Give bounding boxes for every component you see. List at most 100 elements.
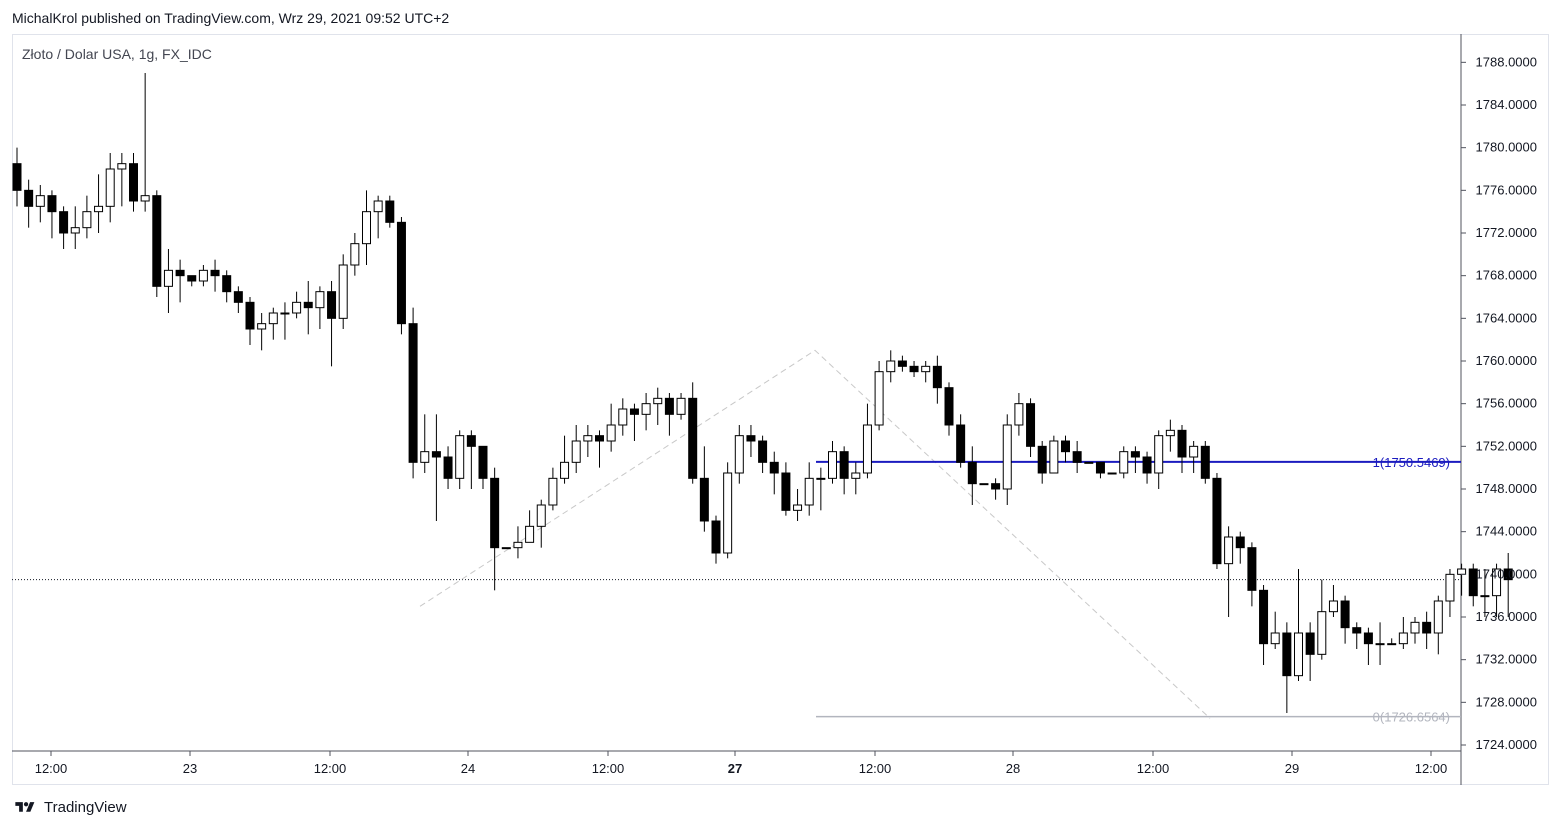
candle-body	[1177, 429, 1187, 458]
candle-body	[1002, 424, 1012, 490]
candle-body	[1492, 568, 1502, 597]
price-tick-label: 1768.0000	[1476, 268, 1537, 283]
candle	[315, 286, 325, 329]
candle-body	[1457, 568, 1467, 575]
candle-body	[210, 269, 220, 277]
candle-body	[571, 440, 581, 463]
candle	[420, 414, 430, 473]
candle-body	[12, 163, 22, 191]
candle-body	[1282, 632, 1292, 677]
candle	[396, 217, 406, 335]
candle	[571, 425, 581, 473]
candle-body	[24, 189, 34, 207]
candle	[1375, 622, 1385, 665]
candle-body	[466, 435, 476, 447]
time-tick-label: 28	[1006, 761, 1020, 776]
time-tick-label: 12:00	[1137, 761, 1170, 776]
candle	[1398, 617, 1408, 649]
candle	[734, 425, 744, 484]
fib-level-0-label: 0(1726.6564)	[1373, 710, 1450, 725]
candle	[1328, 585, 1338, 617]
time-axis[interactable]: 12:00 23 12:00 24 12:00 27 12:00 28 12:00 29 12:00	[35, 751, 1448, 776]
candle-body	[1387, 643, 1397, 646]
candle-body	[59, 211, 69, 234]
candle	[653, 387, 663, 425]
price-tick-label: 1788.0000	[1476, 54, 1537, 69]
candle	[327, 281, 337, 367]
publisher-line: MichalKrol published on TradingView.com,…	[12, 10, 450, 26]
candle-body	[1259, 589, 1269, 645]
candle	[1107, 472, 1117, 475]
candle	[816, 467, 826, 511]
candle	[711, 515, 721, 564]
footer-brand[interactable]: TradingView	[12, 799, 127, 816]
candle-body	[1200, 445, 1210, 479]
candle	[560, 435, 570, 484]
candle	[769, 451, 779, 495]
candle	[897, 355, 907, 372]
drawings-layer: 1(1750.5469) 0(1726.6564)	[12, 349, 1461, 725]
candle-body	[1049, 440, 1059, 474]
price-tick-label: 1752.0000	[1476, 438, 1537, 453]
candle-body	[152, 195, 162, 287]
candle-body	[816, 477, 826, 480]
candle-body	[583, 435, 593, 442]
candle-body	[1165, 429, 1175, 437]
candle-body	[1072, 451, 1082, 463]
candle-body	[664, 397, 674, 415]
candle-body	[1328, 600, 1338, 613]
candle	[94, 174, 104, 233]
candle-body	[932, 365, 942, 389]
candle-body	[1189, 445, 1199, 458]
candle	[24, 179, 34, 228]
candle-body	[804, 477, 814, 506]
candles-layer	[12, 73, 1513, 713]
candle	[513, 526, 523, 559]
candle-body	[758, 440, 768, 463]
candle	[501, 547, 511, 550]
candle-body	[175, 269, 185, 277]
candle	[1130, 446, 1140, 473]
candle-body	[699, 477, 709, 522]
candle-body	[187, 275, 197, 282]
candle-body	[1340, 600, 1350, 629]
candle	[1189, 441, 1199, 473]
candle	[70, 206, 80, 249]
candle	[1363, 627, 1373, 665]
time-tick-label: 29	[1285, 761, 1299, 776]
price-tick-label: 1736.0000	[1476, 609, 1537, 624]
candle-body	[1026, 403, 1036, 447]
candle	[921, 361, 931, 383]
candle-body	[886, 360, 896, 373]
candle-body	[536, 504, 546, 527]
candle	[886, 350, 896, 383]
candle-body	[560, 461, 570, 479]
price-tick-label: 1724.0000	[1476, 737, 1537, 752]
candle-body	[292, 301, 302, 314]
candle-body	[1270, 632, 1280, 645]
candle	[699, 446, 709, 532]
price-tick-label: 1728.0000	[1476, 694, 1537, 709]
candle	[606, 403, 616, 452]
candle	[431, 414, 441, 521]
candle-body	[280, 312, 290, 315]
price-axis[interactable]: 1788.0000 1784.0000 1780.0000 1776.0000 1772…	[1461, 54, 1537, 752]
candle-body	[268, 312, 278, 325]
candle-body	[1130, 451, 1140, 458]
candle-body	[1061, 440, 1070, 453]
candle	[1282, 622, 1292, 713]
candle	[373, 195, 383, 239]
candle	[1084, 461, 1094, 464]
candle-body	[490, 477, 500, 549]
candle	[944, 382, 954, 436]
candle	[222, 270, 232, 303]
candle-body	[921, 365, 931, 373]
candle-body	[874, 371, 884, 426]
candle-body	[1433, 600, 1443, 634]
candle	[1049, 435, 1059, 474]
candle	[1095, 461, 1105, 479]
candle	[1270, 611, 1280, 649]
candle-body	[676, 397, 686, 415]
candle	[967, 446, 977, 505]
